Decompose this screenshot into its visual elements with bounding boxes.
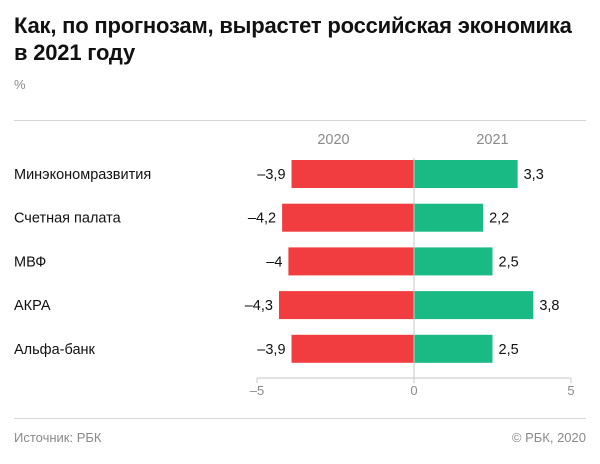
value-label-2020: –4: [266, 254, 282, 270]
bar-2020: [288, 247, 414, 276]
category-label: АКРА: [14, 298, 51, 314]
top-divider: [14, 120, 586, 121]
bar-2020: [291, 160, 414, 188]
category-label: Счетная палата: [14, 211, 122, 227]
bottom-divider: [14, 418, 586, 419]
value-label-2020: –3,9: [257, 167, 285, 183]
bar-2021: [414, 291, 534, 320]
bar-2021: [414, 160, 518, 188]
copyright-label: © РБК, 2020: [511, 430, 586, 445]
value-label-2020: –3,9: [257, 342, 285, 358]
x-tick-label: 0: [410, 383, 417, 398]
value-label-2021: 3,8: [539, 298, 559, 314]
category-label: Альфа-банк: [14, 342, 96, 358]
bar-2020: [278, 291, 414, 320]
category-label: МВФ: [14, 254, 46, 270]
series-label-2020: 2020: [317, 132, 349, 148]
value-label-2021: 2,2: [489, 211, 509, 227]
value-label-2021: 2,5: [499, 254, 519, 270]
bar-2021: [414, 334, 493, 363]
value-label-2020: –4,2: [248, 211, 276, 227]
unit-label: %: [14, 77, 26, 92]
x-tick-label: –5: [250, 383, 264, 398]
x-tick-label: 5: [567, 383, 574, 398]
chart-title: Как, по прогнозам, вырастет российская э…: [14, 13, 572, 65]
series-label-2021: 2021: [476, 132, 508, 148]
bar-2021: [414, 247, 493, 276]
value-label-2021: 2,5: [499, 342, 519, 358]
value-label-2021: 3,3: [524, 167, 544, 183]
category-label: Минэкономразвития: [14, 167, 151, 183]
bar-2020: [291, 334, 414, 363]
bar-2021: [414, 203, 484, 232]
bar-2020: [282, 203, 414, 232]
value-label-2020: –4,3: [245, 298, 273, 314]
source-label: Источник: РБК: [14, 430, 102, 445]
